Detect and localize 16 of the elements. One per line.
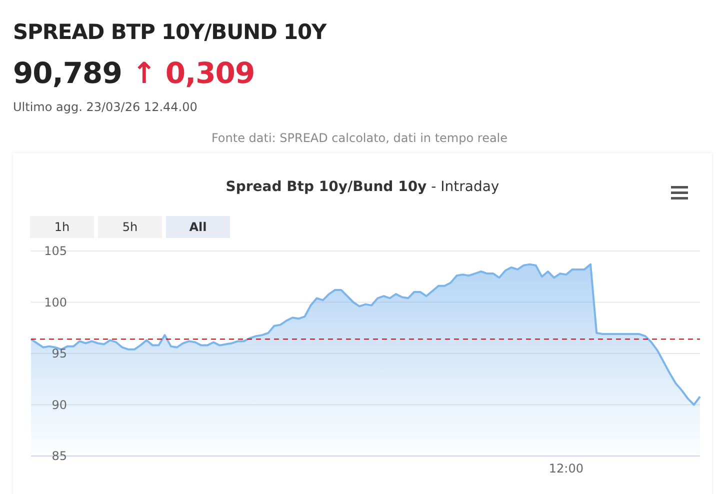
chart-subtitle: Spread Btp 10y/Bund 10y — [226, 179, 427, 195]
y-tick-label: 85 — [52, 449, 67, 463]
text: ↑ 0,309 — [132, 56, 255, 90]
text: Ultimo agg. 23/03/26 12.44.00 — [13, 100, 198, 114]
text: All — [166, 216, 230, 238]
y-tick-label: 105 — [44, 244, 67, 258]
source-note: Fonte dati: SPREAD calcolato, dati in tempo reale — [210, 131, 509, 145]
text: 90,789 — [13, 56, 122, 90]
y-tick-label: 90 — [52, 398, 67, 412]
y-tick-label: 100 — [44, 295, 67, 310]
x-tick-label: 12:00 — [548, 462, 584, 476]
chart-title: SPREAD BTP 10Y/BUND 10Y — [13, 20, 326, 44]
text: 1h — [30, 216, 94, 238]
text: - Intraday — [431, 179, 500, 195]
text: 5h — [98, 216, 162, 238]
y-tick-label: 95 — [52, 346, 67, 360]
